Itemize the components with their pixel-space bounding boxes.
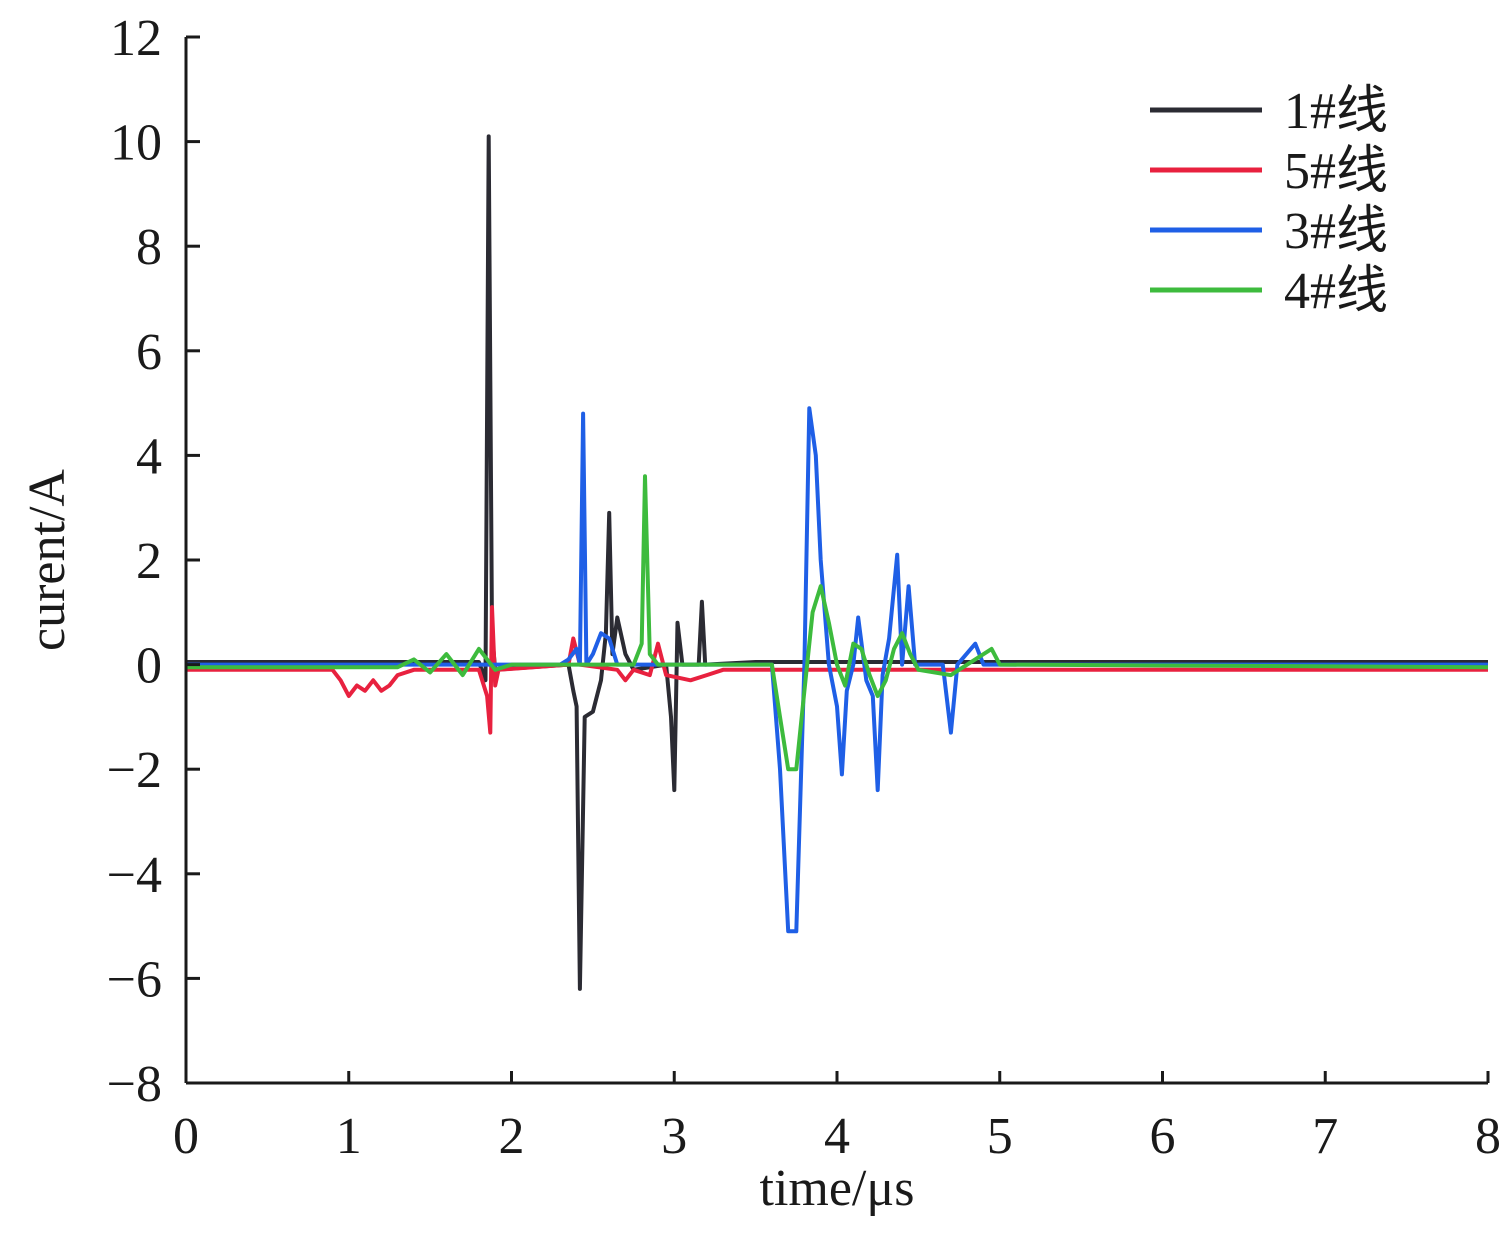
- x-ticks: 0 1 2 3 4 5 6 7 8: [173, 1071, 1501, 1165]
- series-line-3: [186, 406, 1488, 934]
- y-tick-label: 12: [110, 10, 162, 67]
- plot-lines: [186, 134, 1489, 991]
- y-ticks: −8 −6 −4 −2 0 2 4 6 8 10 12: [107, 10, 200, 1113]
- y-tick-label: −4: [107, 847, 162, 904]
- y-tick-label: 6: [136, 324, 162, 381]
- x-tick-label: 2: [499, 1108, 525, 1165]
- x-tick-label: 0: [173, 1108, 199, 1165]
- y-tick-label: 4: [136, 428, 162, 485]
- y-tick-label: 0: [136, 638, 162, 695]
- x-tick-label: 7: [1312, 1108, 1338, 1165]
- y-axis-title: curent/A: [19, 469, 76, 651]
- legend-label: 1#线: [1284, 83, 1388, 140]
- x-axis-title: time/μs: [760, 1160, 915, 1217]
- series-line-4: [186, 474, 1489, 772]
- legend-label: 3#线: [1284, 203, 1388, 260]
- y-tick-label: 2: [136, 533, 162, 590]
- y-tick-label: −8: [107, 1056, 162, 1113]
- legend: 1#线5#线3#线4#线: [1150, 83, 1388, 320]
- y-tick-label: −6: [107, 951, 162, 1008]
- y-tick-label: −2: [107, 742, 162, 799]
- x-tick-label: 1: [336, 1108, 362, 1165]
- x-tick-label: 8: [1475, 1108, 1501, 1165]
- x-tick-label: 6: [1150, 1108, 1176, 1165]
- x-tick-label: 3: [661, 1108, 687, 1165]
- x-tick-label: 5: [987, 1108, 1013, 1165]
- legend-label: 5#线: [1284, 143, 1388, 200]
- y-tick-label: 8: [136, 219, 162, 276]
- series-line-2: [186, 605, 1488, 735]
- legend-label: 4#线: [1284, 263, 1388, 320]
- x-tick-label: 4: [824, 1108, 850, 1165]
- y-tick-label: 10: [110, 115, 162, 172]
